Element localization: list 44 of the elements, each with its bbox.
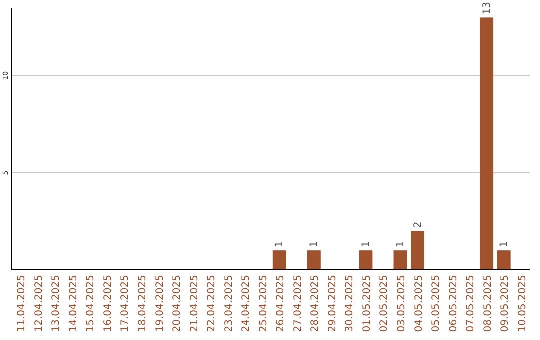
x-tick-label: 22.04.2025 xyxy=(206,275,218,332)
x-tick-label: 14.04.2025 xyxy=(68,275,80,332)
data-label: 1 xyxy=(499,241,510,248)
data-label: 2 xyxy=(412,222,424,228)
x-tick-label: 29.04.2025 xyxy=(327,275,338,332)
data-label: 1 xyxy=(396,241,406,248)
x-tick-label: 19.04.2025 xyxy=(154,275,166,332)
x-tick-label: 27.04.2025 xyxy=(292,275,304,332)
x-tick-label: 04.05.2025 xyxy=(414,275,425,332)
x-tick-label: 28.04.2025 xyxy=(310,275,322,332)
bar xyxy=(359,250,373,270)
x-tick-label: 11.04.2025 xyxy=(16,275,28,332)
x-tick-label: 07.05.2025 xyxy=(466,275,477,332)
x-tick-label: 30.04.2025 xyxy=(344,275,356,332)
bar xyxy=(411,231,424,270)
x-tick-label: 25.04.2025 xyxy=(258,275,270,332)
x-tick-label: 08.05.2025 xyxy=(482,275,494,332)
data-label: 1 xyxy=(274,241,286,248)
x-tick-label: 05.05.2025 xyxy=(431,275,442,332)
x-tick-label: 13.04.2025 xyxy=(51,275,62,332)
x-tick-label: 09.05.2025 xyxy=(500,275,512,332)
x-tick-label: 15.04.2025 xyxy=(86,275,97,332)
x-tick-label: 21.04.2025 xyxy=(189,275,200,332)
bar xyxy=(480,18,494,270)
x-tick-label: 24.04.2025 xyxy=(241,275,252,332)
data-label: 1 xyxy=(360,241,372,248)
data-label: 1 xyxy=(309,241,320,248)
x-tick-label: 26.04.2025 xyxy=(276,275,287,332)
bar xyxy=(497,250,511,270)
x-tick-label: 20.04.2025 xyxy=(172,275,184,332)
x-tick-label: 23.04.2025 xyxy=(224,275,235,332)
x-tick-label: 02.05.2025 xyxy=(379,275,390,332)
bar xyxy=(307,250,321,270)
x-tick-label: 12.04.2025 xyxy=(34,275,45,332)
x-tick-label: 10.05.2025 xyxy=(517,275,528,332)
x-tick-label: 03.05.2025 xyxy=(396,275,408,332)
data-label: 13 xyxy=(482,2,493,15)
x-tick-label: 17.04.2025 xyxy=(120,275,132,332)
x-tick-label: 16.04.2025 xyxy=(102,275,114,332)
bar xyxy=(394,250,408,270)
bar xyxy=(272,250,286,270)
x-tick-label: 18.04.2025 xyxy=(138,275,148,332)
x-tick-label: 01.05.2025 xyxy=(362,275,373,332)
x-tick-label: 06.05.2025 xyxy=(448,275,460,332)
